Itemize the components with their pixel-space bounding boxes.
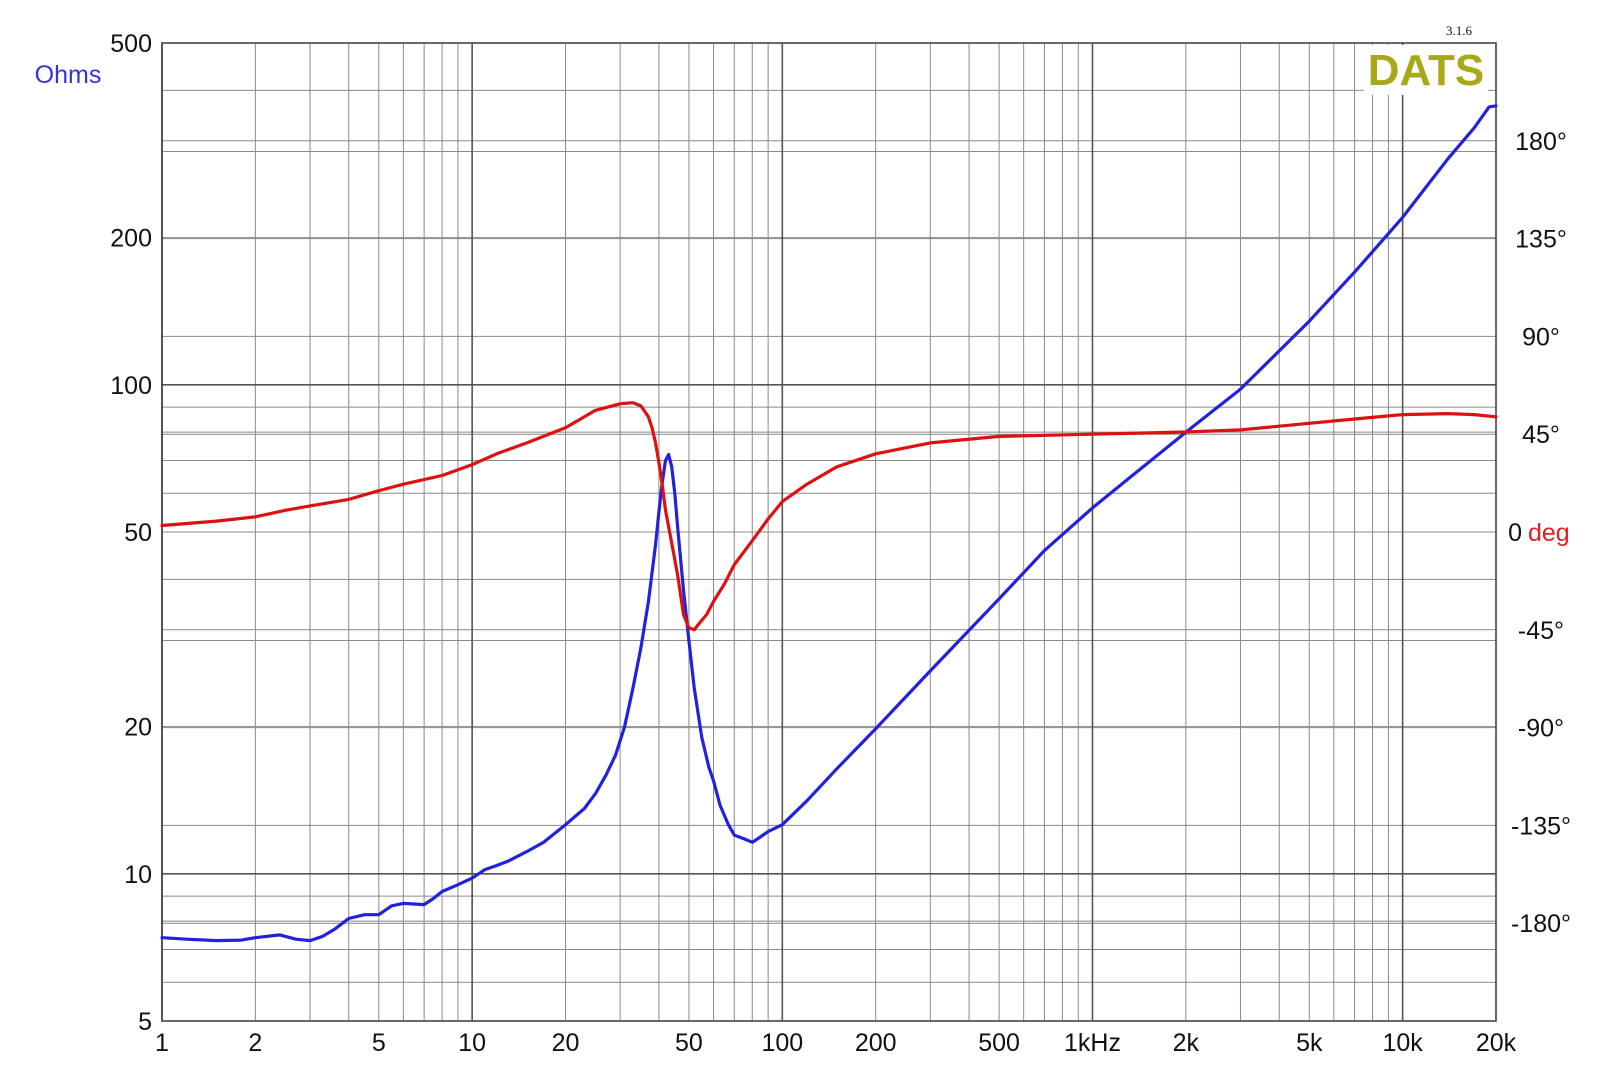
right-y-tick-label: 135° [1515, 226, 1567, 254]
dats-logo-text: DATS [1368, 46, 1485, 95]
right-y-tick-label: 45° [1522, 421, 1560, 449]
x-tick-label: 5 [372, 1029, 386, 1057]
plot-frame [161, 42, 1497, 1022]
x-tick-label: 200 [855, 1029, 897, 1057]
x-tick-label: 1kHz [1064, 1029, 1121, 1057]
right-y-tick-labels: 180° 135° 90° 45° 0 -45° -90° -135° -180° [1508, 128, 1571, 938]
left-y-tick-labels: 500 200 100 50 20 10 5 [110, 30, 152, 1036]
right-y-tick-label: -180° [1511, 910, 1571, 938]
version-label: 3.1.6 [1446, 23, 1473, 38]
x-tick-label: 10k [1382, 1029, 1423, 1057]
left-y-tick-label: 50 [124, 519, 152, 547]
minor-grid [162, 43, 1497, 1021]
left-y-tick-label: 500 [110, 30, 152, 58]
left-y-tick-label: 100 [110, 372, 152, 400]
x-tick-label: 5k [1296, 1029, 1323, 1057]
x-tick-label: 100 [761, 1029, 803, 1057]
right-y-axis-label: deg [1528, 519, 1570, 547]
impedance-series-line [160, 104, 1498, 943]
x-tick-labels: 1 2 5 10 20 50 100 200 500 1kHz 2k 5k 10k 20k [155, 1029, 1517, 1057]
x-tick-label: 20 [552, 1029, 580, 1057]
right-y-tick-label: -90° [1518, 715, 1564, 743]
right-y-tick-label: 90° [1522, 323, 1560, 351]
series-layer [160, 104, 1498, 943]
right-y-tick-label: -135° [1511, 812, 1571, 840]
x-tick-label: 10 [458, 1029, 486, 1057]
phase-series-line [160, 401, 1498, 632]
x-tick-label: 2k [1173, 1029, 1200, 1057]
x-tick-label: 1 [155, 1029, 169, 1057]
x-tick-label: 20k [1476, 1029, 1517, 1057]
x-tick-label: 50 [675, 1029, 703, 1057]
dats-logo: DATS [1364, 45, 1488, 95]
x-tick-label: 500 [978, 1029, 1020, 1057]
right-y-tick-label: 0 [1508, 519, 1522, 547]
left-y-tick-label: 10 [124, 861, 152, 889]
left-y-tick-label: 5 [138, 1008, 152, 1036]
x-tick-label: 2 [248, 1029, 262, 1057]
left-y-tick-label: 20 [124, 714, 152, 742]
left-y-axis-label: Ohms [35, 61, 102, 89]
right-y-tick-label: -45° [1518, 617, 1564, 645]
right-y-tick-label: 180° [1515, 128, 1567, 156]
left-y-tick-label: 200 [110, 225, 152, 253]
